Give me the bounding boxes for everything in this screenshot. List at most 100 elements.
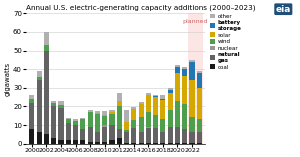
Bar <box>189 60 194 62</box>
Text: Annual U.S. electric-generating capacity additions (2000–2023): Annual U.S. electric-generating capacity… <box>26 4 256 11</box>
Bar <box>80 140 86 144</box>
Bar <box>160 132 165 143</box>
Bar <box>58 108 64 140</box>
Bar <box>153 97 158 115</box>
Bar <box>182 129 187 143</box>
Bar <box>124 130 129 132</box>
Bar <box>37 77 42 80</box>
Bar <box>197 73 202 88</box>
Bar <box>88 112 93 127</box>
Bar <box>189 80 194 117</box>
Bar <box>139 132 144 143</box>
Bar <box>146 95 151 112</box>
Bar <box>168 127 173 143</box>
Bar <box>139 104 144 117</box>
Bar <box>51 106 56 138</box>
Bar <box>139 102 144 104</box>
Bar <box>168 110 173 127</box>
Bar <box>44 134 49 144</box>
Bar <box>73 125 78 140</box>
Bar <box>197 71 202 73</box>
Bar <box>117 129 122 138</box>
Bar <box>153 96 158 97</box>
Bar <box>44 32 49 45</box>
Bar <box>146 128 151 143</box>
Bar <box>29 103 34 129</box>
Bar <box>153 115 158 128</box>
Bar <box>153 143 158 144</box>
Bar <box>168 90 173 93</box>
Bar <box>182 143 187 144</box>
Bar <box>66 118 71 119</box>
Bar <box>131 128 136 143</box>
Bar <box>44 51 49 134</box>
Bar <box>160 95 165 99</box>
Bar <box>197 119 202 132</box>
Bar <box>88 142 93 144</box>
Bar <box>146 112 151 127</box>
Bar <box>102 115 107 116</box>
Y-axis label: gigawatts: gigawatts <box>4 61 10 96</box>
Bar <box>139 117 144 132</box>
Bar <box>110 125 115 140</box>
Bar <box>175 143 180 144</box>
Bar <box>58 101 64 105</box>
Bar <box>160 100 165 119</box>
Bar <box>146 93 151 95</box>
Bar <box>51 101 56 103</box>
Bar <box>117 93 122 101</box>
Bar <box>139 143 144 144</box>
Bar <box>102 116 107 125</box>
Bar <box>146 143 151 144</box>
Bar <box>58 140 64 144</box>
Bar <box>124 143 129 144</box>
Bar <box>131 143 136 144</box>
Bar <box>197 143 202 144</box>
Bar <box>131 120 136 128</box>
Bar <box>29 95 34 99</box>
Bar <box>102 127 107 142</box>
Bar <box>160 99 165 100</box>
Bar <box>66 140 71 144</box>
Bar <box>131 107 136 109</box>
Bar <box>189 132 194 143</box>
Bar <box>175 65 180 67</box>
Bar <box>73 140 78 144</box>
Bar <box>110 110 115 112</box>
Bar <box>102 111 107 115</box>
Bar <box>124 110 129 122</box>
Bar <box>88 110 93 112</box>
Bar <box>175 73 180 101</box>
Bar <box>117 106 122 129</box>
Bar <box>80 118 86 119</box>
Bar <box>197 88 202 119</box>
Bar <box>80 119 86 129</box>
Bar <box>37 71 42 77</box>
Bar <box>117 138 122 144</box>
Bar <box>102 142 107 144</box>
Bar <box>189 117 194 132</box>
Text: planned: planned <box>183 19 208 24</box>
Bar <box>160 143 165 144</box>
Bar <box>197 132 202 143</box>
Bar <box>73 119 78 121</box>
Bar <box>189 143 194 144</box>
Bar <box>95 111 100 113</box>
Bar <box>37 80 42 133</box>
Bar <box>51 103 56 106</box>
Bar <box>175 127 180 143</box>
Bar <box>44 45 49 51</box>
Bar <box>88 127 93 142</box>
Bar <box>182 76 187 104</box>
Bar <box>37 133 42 144</box>
Bar <box>146 127 151 128</box>
Bar <box>80 129 86 140</box>
Bar <box>131 109 136 120</box>
Bar <box>175 101 180 127</box>
Bar <box>175 67 180 73</box>
Bar <box>182 69 187 76</box>
Bar <box>29 129 34 144</box>
Bar <box>110 140 115 144</box>
Bar <box>124 132 129 143</box>
Bar <box>110 114 115 125</box>
